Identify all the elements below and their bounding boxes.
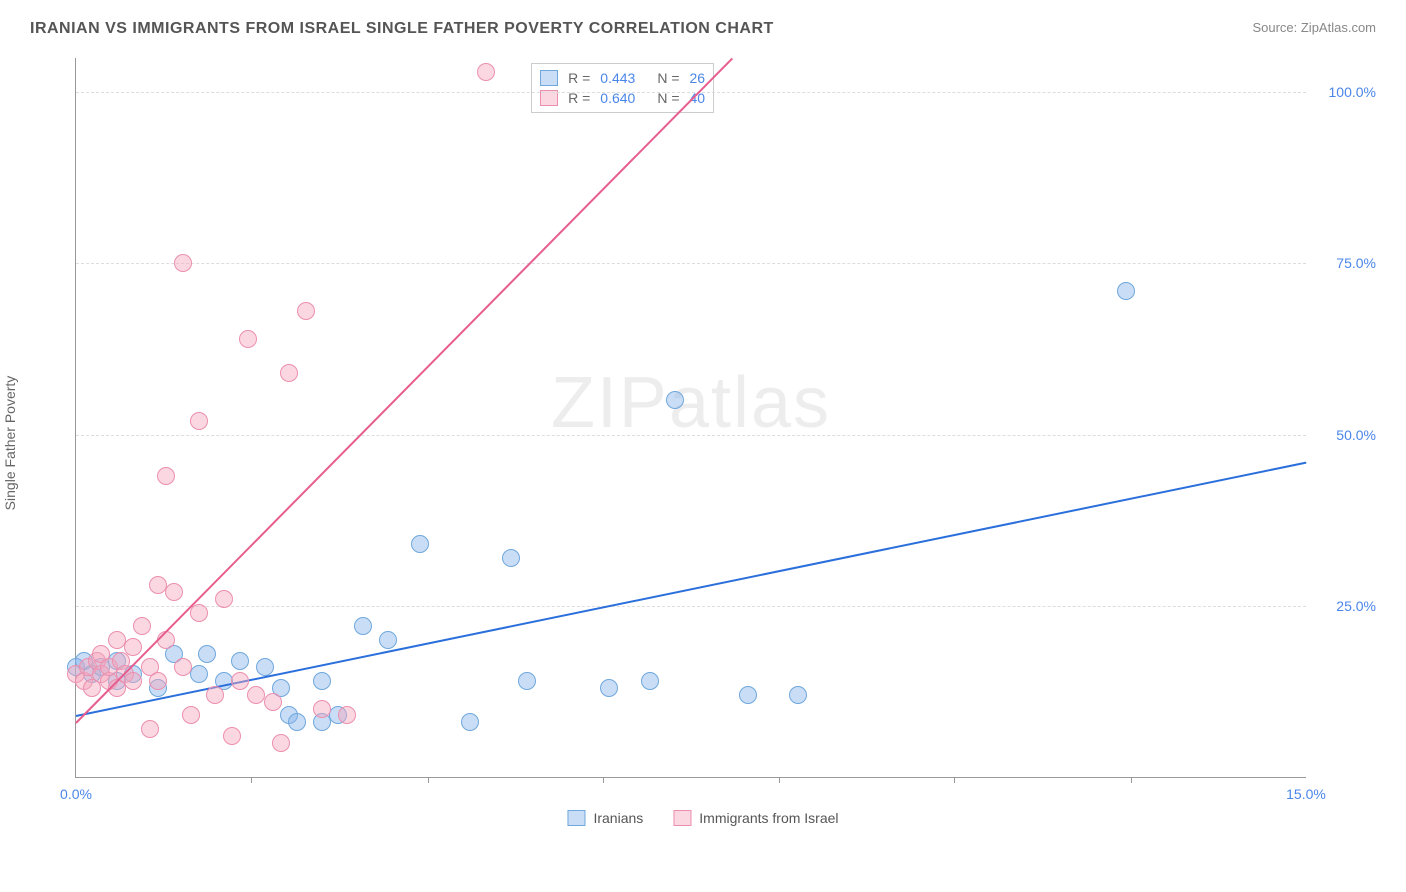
legend-label: Immigrants from Israel	[699, 810, 838, 826]
legend-swatch	[567, 810, 585, 826]
y-tick-label: 100.0%	[1329, 84, 1376, 100]
scatter-point	[789, 686, 807, 704]
x-minor-tick	[251, 777, 252, 783]
watermark: ZIPatlas	[551, 362, 831, 444]
scatter-point	[149, 576, 167, 594]
series-legend: Iranians Immigrants from Israel	[567, 810, 838, 826]
scatter-point	[313, 672, 331, 690]
scatter-point	[157, 467, 175, 485]
x-minor-tick	[954, 777, 955, 783]
scatter-point	[502, 549, 520, 567]
chart-wrapper: Single Father Poverty ZIPatlas R =0.443N…	[20, 48, 1386, 838]
scatter-point	[133, 617, 151, 635]
x-minor-tick	[428, 777, 429, 783]
scatter-point	[174, 658, 192, 676]
scatter-point	[124, 672, 142, 690]
scatter-point	[1117, 282, 1135, 300]
y-axis-label: Single Father Poverty	[2, 376, 18, 511]
gridline	[76, 263, 1306, 264]
scatter-point	[157, 631, 175, 649]
scatter-point	[600, 679, 618, 697]
scatter-point	[231, 672, 249, 690]
trend-line	[75, 58, 732, 724]
x-tick-label: 15.0%	[1286, 786, 1326, 802]
scatter-point	[247, 686, 265, 704]
scatter-point	[141, 720, 159, 738]
x-minor-tick	[603, 777, 604, 783]
stat-r-label: R =	[568, 70, 590, 86]
stat-n-value: 26	[690, 70, 706, 86]
y-tick-label: 50.0%	[1336, 427, 1376, 443]
legend-swatch	[673, 810, 691, 826]
scatter-point	[198, 645, 216, 663]
plot-area: ZIPatlas R =0.443N =26R =0.640N =40 25.0…	[75, 58, 1306, 778]
scatter-point	[518, 672, 536, 690]
scatter-point	[231, 652, 249, 670]
x-minor-tick	[1131, 777, 1132, 783]
scatter-point	[379, 631, 397, 649]
scatter-point	[215, 590, 233, 608]
x-tick-label: 0.0%	[60, 786, 92, 802]
x-minor-tick	[779, 777, 780, 783]
scatter-point	[354, 617, 372, 635]
scatter-point	[124, 638, 142, 656]
gridline	[76, 606, 1306, 607]
stats-row: R =0.640N =40	[540, 88, 705, 108]
legend-label: Iranians	[593, 810, 643, 826]
chart-title: IRANIAN VS IMMIGRANTS FROM ISRAEL SINGLE…	[30, 20, 774, 38]
y-tick-label: 25.0%	[1336, 598, 1376, 614]
trend-line	[76, 462, 1306, 717]
stat-r-value: 0.443	[600, 70, 635, 86]
scatter-point	[666, 391, 684, 409]
scatter-point	[165, 583, 183, 601]
scatter-point	[190, 665, 208, 683]
scatter-point	[190, 604, 208, 622]
watermark-light: atlas	[669, 363, 831, 443]
scatter-point	[338, 706, 356, 724]
scatter-point	[461, 713, 479, 731]
scatter-point	[149, 672, 167, 690]
source-attribution: Source: ZipAtlas.com	[1252, 20, 1376, 35]
scatter-point	[288, 713, 306, 731]
scatter-point	[313, 700, 331, 718]
scatter-point	[272, 734, 290, 752]
scatter-point	[280, 364, 298, 382]
scatter-point	[477, 63, 495, 81]
legend-swatch	[540, 70, 558, 86]
scatter-point	[739, 686, 757, 704]
scatter-point	[190, 412, 208, 430]
stat-n-label: N =	[657, 70, 679, 86]
scatter-point	[206, 686, 224, 704]
scatter-point	[239, 330, 257, 348]
gridline	[76, 92, 1306, 93]
stats-row: R = 0.443 N = 26	[540, 68, 705, 88]
legend-item: Iranians	[567, 810, 643, 826]
scatter-point	[223, 727, 241, 745]
y-tick-label: 75.0%	[1336, 255, 1376, 271]
scatter-point	[108, 631, 126, 649]
scatter-point	[297, 302, 315, 320]
watermark-bold: ZIP	[551, 363, 669, 443]
legend-item: Immigrants from Israel	[673, 810, 838, 826]
scatter-point	[182, 706, 200, 724]
scatter-point	[264, 693, 282, 711]
gridline	[76, 435, 1306, 436]
chart-header: IRANIAN VS IMMIGRANTS FROM ISRAEL SINGLE…	[20, 20, 1386, 48]
scatter-point	[641, 672, 659, 690]
scatter-point	[174, 254, 192, 272]
scatter-point	[411, 535, 429, 553]
